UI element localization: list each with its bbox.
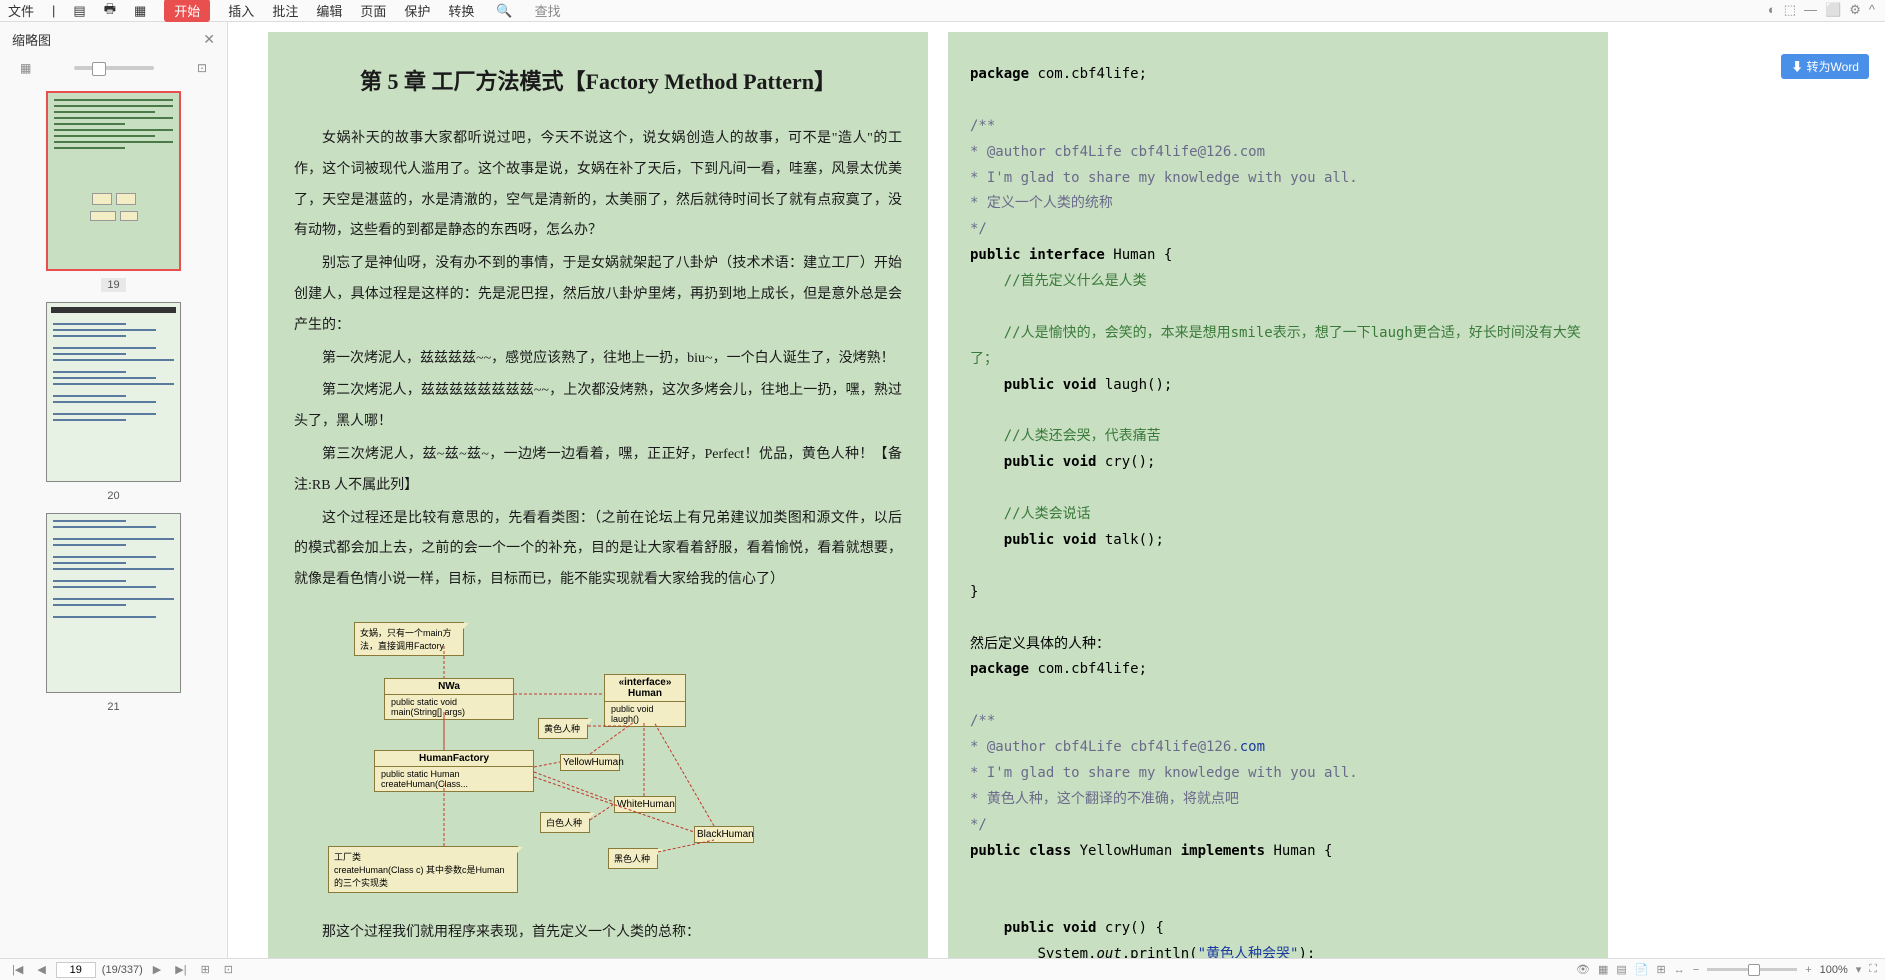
zoom-in-icon[interactable]: + [1805, 964, 1811, 976]
uml-class-factory: HumanFactory public static Human createH… [374, 750, 534, 792]
tab-protect[interactable]: 保护 [404, 1, 430, 20]
paragraph: 别忘了是神仙呀，没有办不到的事情，于是女娲就架起了八卦炉（技术术语：建立工厂）开… [294, 249, 902, 341]
zoom-fit-icon[interactable]: ↔ [1674, 964, 1685, 976]
view-mode-icon[interactable]: 📄 [1635, 963, 1649, 976]
search-icon[interactable]: 🔍 [496, 3, 512, 19]
page-total: (19/337) [102, 964, 143, 976]
view-icon[interactable]: ⊡ [220, 963, 237, 976]
view-mode-icon[interactable]: ▦ [1598, 963, 1608, 976]
thumbnail-number: 19 [101, 278, 125, 292]
last-page-icon[interactable]: ▶| [171, 963, 190, 976]
sidebar-title: 缩略图 [12, 30, 51, 49]
uml-note-white: 白色人种 [540, 812, 590, 833]
thumbnail-item[interactable]: 21 [0, 513, 227, 714]
main-area: 缩略图 ✕ ▦ ⊡ 19 [0, 22, 1885, 980]
statusbar-right: 👁 ▦ ▤ 📄 ⊞ ↔ − + 100% ▾ ⛶ [1576, 963, 1877, 976]
document-content: ⬇ 转为Word 第 5 章 工厂方法模式【Factory Method Pat… [228, 22, 1885, 980]
thumbnail-preview[interactable] [46, 91, 181, 271]
toolbar-icon[interactable]: ▦ [134, 3, 146, 19]
tab-convert[interactable]: 转换 [448, 1, 474, 20]
tab-file[interactable]: 文件 [8, 1, 34, 20]
uml-class-black: BlackHuman [694, 826, 754, 843]
grid-icon[interactable]: ▦ [20, 61, 31, 75]
status-bar: |◀ ◀ (19/337) ▶ ▶| ⊞ ⊡ 👁 ▦ ▤ 📄 ⊞ ↔ − + 1… [0, 958, 1885, 980]
uml-class-white: WhiteHuman [614, 796, 676, 813]
zoom-out-icon[interactable]: − [1693, 964, 1699, 976]
uml-note-black: 黑色人种 [608, 848, 658, 869]
tab-start[interactable]: 开始 [164, 0, 210, 22]
thumbnail-list: 19 20 [0, 85, 227, 980]
view-icon[interactable]: ⊞ [197, 963, 214, 976]
dropdown-icon[interactable]: ▾ [1856, 963, 1862, 976]
convert-icon: ⬇ [1791, 60, 1803, 74]
paragraph: 女娲补天的故事大家都听说过吧，今天不说这个，说女娲创造人的故事，可不是"造人"的… [294, 124, 902, 247]
toolbar-icon[interactable]: ⚙ [1849, 2, 1861, 18]
next-page-icon[interactable]: ▶ [149, 963, 165, 976]
page-input[interactable] [56, 962, 96, 978]
chapter-title: 第 5 章 工厂方法模式【Factory Method Pattern】 [294, 64, 902, 96]
convert-word-button[interactable]: ⬇ 转为Word [1781, 54, 1869, 79]
uml-diagram: 女娲，只有一个main方法，直接调用Factory NWa public sta… [314, 622, 882, 892]
tab-insert[interactable]: 插入 [228, 1, 254, 20]
thumbnail-sidebar: 缩略图 ✕ ▦ ⊡ 19 [0, 22, 228, 980]
toolbar-icon[interactable]: ◐ [1768, 2, 1776, 18]
thumbnail-size-slider[interactable] [74, 66, 154, 70]
view-mode-icon[interactable]: 👁 [1576, 963, 1590, 976]
uml-class-nwa: NWa public static void main(String[] arg… [384, 678, 514, 720]
thumbnail-item[interactable]: 19 [0, 91, 227, 292]
paragraph: 这个过程还是比较有意思的，先看看类图：（之前在论坛上有兄弟建议加类图和源文件，以… [294, 504, 902, 596]
sidebar-controls: ▦ ⊡ [0, 57, 227, 85]
thumbnail-preview[interactable] [46, 513, 181, 693]
toolbar-icon[interactable]: 🖶 [104, 0, 116, 22]
paragraph: 第三次烤泥人，兹~兹~兹~，一边烤一边看着，嘿，正正好，Perfect！优品，黄… [294, 440, 902, 502]
zoom-slider[interactable] [1707, 968, 1797, 971]
toolbar-icon[interactable]: ▤ [73, 3, 85, 19]
thumbnail-preview[interactable] [46, 302, 181, 482]
paragraph: 第一次烤泥人，兹兹兹兹~~，感觉应该熟了，往地上一扔，biu~，一个白人诞生了，… [294, 344, 902, 375]
thumbnail-number: 20 [101, 489, 125, 503]
toolbar-icon[interactable]: ⬚ [1784, 2, 1796, 18]
view-mode-icon[interactable]: ⊞ [1657, 963, 1666, 976]
tab-comment[interactable]: 批注 [272, 1, 298, 20]
uml-interface-human: «interface» Human public void laugh() [604, 674, 686, 727]
page-19: 第 5 章 工厂方法模式【Factory Method Pattern】 女娲补… [268, 32, 928, 980]
page-body: 那这个过程我们就用程序来表现，首先定义一个人类的总称： [294, 918, 902, 949]
close-icon[interactable]: ✕ [203, 31, 215, 48]
view-mode-icon[interactable]: ▤ [1616, 963, 1626, 976]
sidebar-header: 缩略图 ✕ [0, 22, 227, 57]
code-block: package com.cbf4life; /** * @author cbf4… [970, 62, 1586, 980]
toolbar-right: ◐ ⬚ — ⬜ ⚙ ^ [1768, 2, 1875, 18]
toolbar-icon[interactable]: ⬜ [1825, 2, 1841, 18]
paragraph: 那这个过程我们就用程序来表现，首先定义一个人类的总称： [294, 918, 902, 949]
search-label[interactable]: 查找 [535, 1, 561, 20]
expand-icon[interactable]: ⊡ [197, 61, 207, 75]
uml-note-yellow: 黄色人种 [538, 718, 588, 739]
first-page-icon[interactable]: |◀ [8, 963, 27, 976]
uml-class-yellow: YellowHuman [560, 754, 620, 771]
toolbar-icon[interactable]: — [1804, 2, 1817, 18]
tab-page[interactable]: 页面 [360, 1, 386, 20]
prev-page-icon[interactable]: ◀ [33, 963, 49, 976]
fullscreen-icon[interactable]: ⛶ [1869, 963, 1877, 976]
uml-note-factory: 工厂类 createHuman(Class c) 其中参数c是Human的三个实… [328, 846, 518, 893]
thumbnail-number: 21 [101, 700, 125, 714]
main-toolbar: 文件 | ▤ 🖶 ▦ 开始 插入 批注 编辑 页面 保护 转换 🔍 查找 ◐ ⬚… [0, 0, 1885, 22]
thumbnail-item[interactable]: 20 [0, 302, 227, 503]
tab-edit[interactable]: 编辑 [316, 1, 342, 20]
toolbar-icon[interactable]: ^ [1869, 2, 1875, 18]
content-scroll[interactable]: 第 5 章 工厂方法模式【Factory Method Pattern】 女娲补… [228, 22, 1885, 980]
page-20: package com.cbf4life; /** * @author cbf4… [948, 32, 1608, 980]
uml-note: 女娲，只有一个main方法，直接调用Factory [354, 622, 464, 656]
toolbar-divider: | [52, 3, 55, 18]
page-body: 女娲补天的故事大家都听说过吧，今天不说这个，说女娲创造人的故事，可不是"造人"的… [294, 124, 902, 596]
paragraph: 第二次烤泥人，兹兹兹兹兹兹兹兹~~，上次都没烤熟，这次多烤会儿，往地上一扔，嘿，… [294, 376, 902, 438]
zoom-level: 100% [1820, 964, 1848, 976]
